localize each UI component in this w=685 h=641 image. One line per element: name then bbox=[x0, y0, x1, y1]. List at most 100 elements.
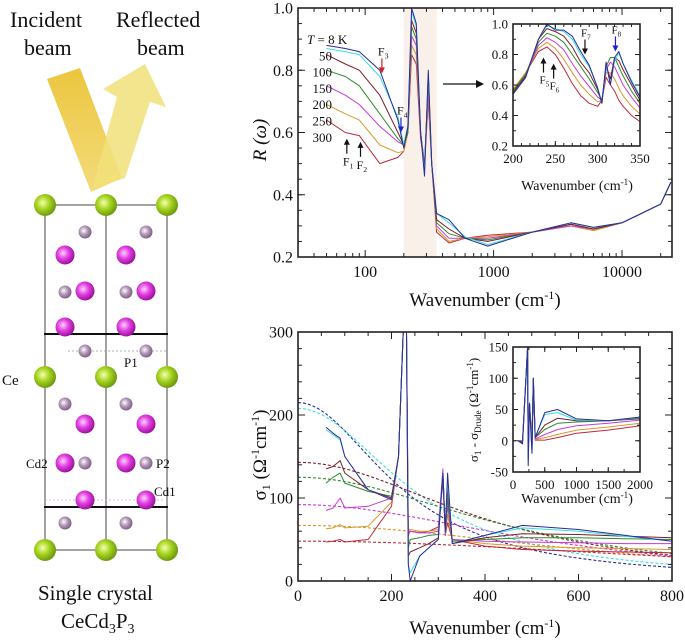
y-tick-label: 0.8 bbox=[492, 47, 508, 62]
feature-marker-f8: F8 bbox=[611, 24, 622, 52]
drude-fit-50k bbox=[297, 407, 673, 566]
arrow-up-icon bbox=[357, 141, 364, 148]
y-tick-label: 0.2 bbox=[273, 250, 293, 267]
feature-marker-f5: F5 bbox=[539, 57, 550, 89]
legend-item-200k: 200 bbox=[313, 97, 333, 112]
x-tick-label: 200 bbox=[503, 151, 523, 166]
legend-item-250k: 250 bbox=[313, 114, 333, 129]
feature-label: F5 bbox=[539, 75, 549, 89]
p-atom bbox=[139, 456, 153, 470]
p-atom bbox=[139, 225, 153, 239]
inset-x-axis-label: Wavenumber (cm-1) bbox=[521, 177, 633, 194]
cd-atom bbox=[116, 245, 136, 265]
crystal-schematic: Incident beam Reflected beam Ce P1 Cd2 P… bbox=[2, 7, 200, 637]
arrow-up-icon bbox=[550, 63, 557, 70]
caption-formula: CeCd3P3 bbox=[61, 609, 135, 637]
y-tick-label: 0.8 bbox=[273, 63, 293, 80]
drude-fit-8k bbox=[297, 402, 673, 568]
reflected-label-1: Reflected bbox=[116, 7, 200, 32]
y-tick-label: 50 bbox=[495, 402, 508, 417]
cd-atom bbox=[136, 281, 156, 301]
feature-marker-f6: F6 bbox=[550, 63, 560, 95]
x-axis-label: Wavenumber (cm-1) bbox=[409, 288, 560, 311]
y-tick-label: 100 bbox=[489, 371, 509, 386]
series-line-300k bbox=[512, 46, 641, 123]
series-line-8k bbox=[325, 331, 673, 582]
cd-atom bbox=[116, 317, 136, 337]
p-atom bbox=[58, 285, 72, 299]
series-line-250k bbox=[512, 41, 641, 115]
ce-atom bbox=[95, 366, 117, 388]
feature-marker-f4: F4 bbox=[397, 104, 408, 133]
y-tick-label: 0.6 bbox=[273, 125, 293, 142]
cd-atom bbox=[136, 490, 156, 510]
feature-label: F1 bbox=[343, 155, 354, 171]
x-tick-label: 400 bbox=[473, 588, 497, 605]
p-atom bbox=[58, 397, 72, 411]
x-tick-label: 200 bbox=[380, 588, 404, 605]
inset-y-axis-label: σ1 - σDrude (Ω-1cm-1) bbox=[465, 358, 483, 462]
y-tick-label: 1.0 bbox=[492, 17, 508, 32]
cd-atom bbox=[116, 453, 136, 473]
ce-atom bbox=[156, 366, 178, 388]
ce-atom bbox=[34, 366, 56, 388]
p-atom bbox=[78, 225, 92, 239]
x-tick-label: 350 bbox=[630, 151, 650, 166]
y-tick-label: 100 bbox=[269, 491, 293, 508]
incident-label-2: beam bbox=[24, 35, 72, 60]
p2-label: P2 bbox=[156, 456, 170, 471]
series-line-200k bbox=[325, 331, 672, 545]
feature-marker-f2: F2 bbox=[357, 141, 367, 174]
y-tick-label: 1.0 bbox=[273, 1, 293, 18]
feature-label: F8 bbox=[611, 24, 621, 38]
series-line-100k bbox=[325, 331, 673, 557]
p-atom bbox=[119, 516, 133, 530]
x-tick-label: 250 bbox=[546, 151, 566, 166]
cd-atom bbox=[75, 414, 95, 434]
p-atom bbox=[139, 344, 153, 358]
cd-atom bbox=[136, 414, 156, 434]
feature-marker-f1: F1 bbox=[343, 138, 354, 171]
ce-atom bbox=[156, 539, 178, 561]
cd-atom bbox=[55, 245, 75, 265]
x-tick-label: 500 bbox=[535, 477, 555, 492]
x-tick-label: 800 bbox=[660, 588, 684, 605]
atoms bbox=[34, 194, 178, 561]
drude-fit-300k bbox=[298, 540, 673, 558]
p-atom bbox=[58, 516, 72, 530]
feature-label: F6 bbox=[550, 81, 560, 95]
x-tick-label: 10000 bbox=[602, 264, 642, 281]
x-axis-label: Wavenumber (cm-1) bbox=[409, 616, 560, 639]
ce-atom bbox=[34, 194, 56, 216]
x-tick-label: 300 bbox=[588, 151, 608, 166]
series-line-8k bbox=[512, 23, 641, 104]
cd-atom bbox=[75, 281, 95, 301]
feature-marker-f3: F3 bbox=[378, 44, 389, 74]
reflectivity-chart: 100 1000 10000 0.2 0.4 0.6 0.8 1.0 R (ω) Wavenu… bbox=[250, 1, 673, 311]
cd-atom bbox=[55, 453, 75, 473]
cd-atom bbox=[75, 490, 95, 510]
y-tick-label: 0 bbox=[502, 433, 509, 448]
feature-label: F7 bbox=[581, 28, 591, 42]
x-tick-label: 1000 bbox=[478, 264, 510, 281]
legend-item-100k: 100 bbox=[313, 65, 333, 80]
x-tick-label: 600 bbox=[567, 588, 591, 605]
incident-label-1: Incident bbox=[10, 7, 82, 32]
y-tick-label: 0.6 bbox=[492, 78, 509, 93]
x-tick-label: 100 bbox=[353, 264, 377, 281]
p-atom bbox=[119, 397, 133, 411]
series-line-8k bbox=[326, 7, 672, 247]
legend-item-300k: 300 bbox=[313, 130, 333, 145]
x-tick-label: 2000 bbox=[627, 477, 653, 492]
x-tick-label: 1500 bbox=[595, 477, 621, 492]
drude-fit-100k bbox=[297, 461, 673, 556]
y-tick-label: 0.4 bbox=[273, 187, 293, 204]
arrow-down-icon bbox=[397, 126, 404, 133]
p-atom bbox=[78, 456, 92, 470]
drude-fit-200k bbox=[297, 504, 673, 557]
feature-label: F4 bbox=[397, 104, 408, 120]
x-tick-label: 0 bbox=[294, 588, 302, 605]
y-tick-label: 0.4 bbox=[492, 108, 509, 123]
legend-item-8k: T = 8 K bbox=[307, 32, 348, 47]
